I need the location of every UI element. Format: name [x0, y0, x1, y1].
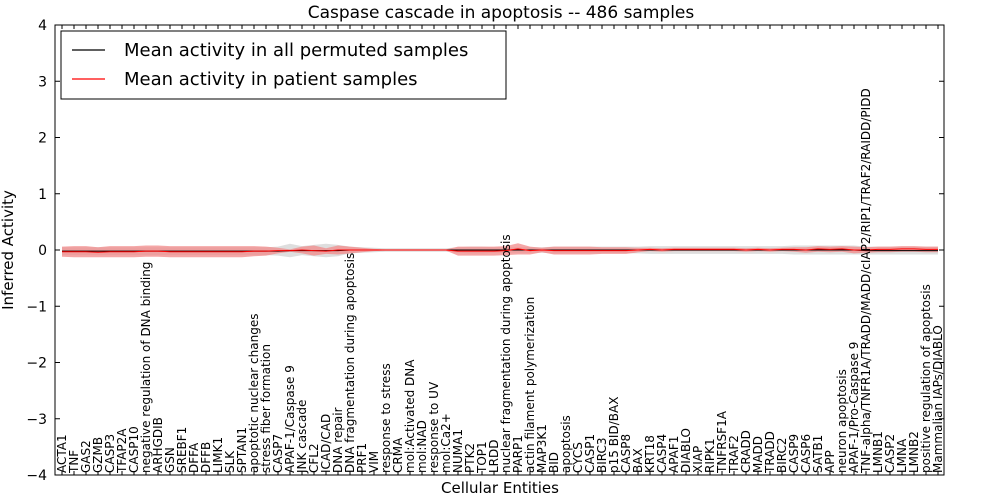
- x-tick-label: ARHGDIB: [151, 417, 165, 473]
- x-tick-label: mol:NAD: [415, 420, 429, 473]
- x-tick-label: DFFA: [187, 442, 201, 473]
- x-tick-label: CASP1: [583, 434, 597, 473]
- x-tick-label: APAF1: [667, 436, 681, 473]
- x-tick-label: Mammalian IAPs/DIABLO: [931, 325, 945, 473]
- x-tick-label: CASP2: [883, 434, 897, 473]
- x-tick-label: CFL2: [307, 443, 321, 473]
- series-line-patient: [62, 248, 938, 253]
- y-tick-label: 0: [38, 243, 47, 259]
- y-tick-label: −4: [26, 468, 47, 484]
- x-tick-label: SPTAN1: [235, 427, 249, 473]
- x-tick-label: CASP10: [127, 426, 141, 473]
- x-tick-label: APAF-1/Pro-Caspase 9: [847, 342, 861, 473]
- x-tick-label: MAP3K1: [535, 424, 549, 473]
- legend-label: Mean activity in patient samples: [124, 69, 418, 90]
- y-tick-label: 2: [38, 131, 47, 147]
- x-tick-label: CASP8: [619, 434, 633, 473]
- x-tick-label: DFFB: [199, 442, 213, 473]
- x-tick-label: TNF: [67, 450, 81, 474]
- x-tick-label: DIABLO: [679, 428, 693, 473]
- x-tick-label: apoptosis: [559, 415, 573, 473]
- x-tick-label: p15 BID/BAX: [607, 397, 621, 473]
- x-tick-label: APAF-1/Caspase 9: [283, 365, 297, 473]
- x-tick-label: NUMA1: [451, 429, 465, 473]
- y-tick-label: 1: [38, 187, 47, 203]
- x-tick-label: apoptotic nuclear changes: [247, 314, 261, 473]
- x-tick-label: MADD: [751, 436, 765, 473]
- x-tick-label: BID: [547, 452, 561, 473]
- x-tick-label: CASP7: [271, 434, 285, 473]
- x-tick-label: APP: [823, 450, 837, 473]
- x-tick-label: TRAF2: [727, 435, 741, 474]
- x-tick-label: mol:Ca2+: [439, 413, 453, 473]
- x-tick-label: TNFRSF1A: [715, 410, 729, 474]
- x-tick-label: KRT18: [643, 435, 657, 473]
- x-tick-label: TNF-alpha/TNFR1A/TRADD/MADD/cIAP2/RIP1/T…: [859, 88, 873, 474]
- x-tick-label: LMNB2: [907, 431, 921, 473]
- x-tick-label: VIM: [367, 451, 381, 473]
- x-tick-label: PTK2: [463, 443, 477, 473]
- x-tick-label: CRMA: [391, 437, 405, 473]
- x-tick-label: JNK cascade: [295, 400, 309, 474]
- x-tick-label: XIAP: [691, 446, 705, 473]
- x-tick-label: BAX: [631, 448, 645, 473]
- y-axis-label: Inferred Activity: [0, 190, 17, 310]
- x-tick-label: CASP9: [787, 434, 801, 473]
- x-tick-label: SATB1: [811, 435, 825, 473]
- chart-title: Caspase cascade in apoptosis -- 486 samp…: [308, 3, 695, 23]
- legend-box: [60, 30, 507, 100]
- legend-label: Mean activity in all permuted samples: [124, 40, 468, 61]
- x-tick-label: nuclear fragmentation during apoptosis: [499, 234, 513, 473]
- x-tick-label: PRF1: [355, 443, 369, 473]
- series-lines: [62, 248, 938, 253]
- x-tick-label: positive regulation of apoptosis: [919, 284, 933, 473]
- x-axis-label: Cellular Entities: [441, 479, 559, 497]
- x-tick-label: SLK: [223, 450, 237, 473]
- x-tick-label: CRADD: [739, 430, 753, 473]
- x-tick-label: TOP1: [475, 441, 489, 474]
- plot-frame: [54, 24, 945, 476]
- x-axis: ACTA1TNFGAS2GZMBCASP3TFAP2ACASP10negativ…: [55, 25, 945, 475]
- x-tick-label: neuron apoptosis: [835, 369, 849, 473]
- y-axis: −4 −3 −2 −1 0 1 2 3 4: [26, 18, 944, 484]
- x-tick-label: response to stress: [379, 363, 393, 473]
- x-tick-label: mol:Activated DNA: [403, 359, 417, 473]
- x-tick-label: CASP6: [799, 434, 813, 473]
- x-tick-label: DNA repair: [331, 407, 345, 473]
- x-tick-label: ICAD/CAD: [319, 414, 333, 473]
- x-tick-label: actin filament polymerization: [523, 297, 537, 473]
- x-tick-label: response to UV: [427, 381, 441, 473]
- x-tick-label: CYCS: [571, 442, 585, 473]
- x-tick-label: BIRC2: [775, 437, 789, 473]
- x-tick-label: GAS2: [79, 440, 93, 473]
- x-tick-label: LRDD: [487, 439, 501, 473]
- x-tick-label: PARP1: [511, 435, 525, 473]
- x-tick-label: CASP3: [103, 434, 117, 473]
- y-tick-label: −1: [26, 299, 47, 315]
- y-tick-label: −3: [26, 412, 47, 428]
- y-tick-label: 3: [38, 74, 47, 90]
- x-tick-label: LMNB1: [871, 431, 885, 473]
- x-tick-label: CASP4: [655, 434, 669, 473]
- y-tick-label: −2: [26, 356, 47, 372]
- x-tick-label: GSN: [163, 447, 177, 473]
- x-tick-label: stress fiber formation: [259, 344, 273, 473]
- x-tick-label: negative regulation of DNA binding: [139, 262, 153, 473]
- legend: Mean activity in all permuted samples Mea…: [60, 30, 507, 100]
- x-tick-label: TRADD: [763, 431, 777, 474]
- x-tick-label: ACTA1: [55, 434, 69, 473]
- x-tick-label: GZMB: [91, 437, 105, 473]
- x-tick-label: TFAP2A: [115, 428, 129, 474]
- x-tick-label: LIMK1: [211, 437, 225, 473]
- x-tick-label: DNA fragmentation during apoptosis: [343, 253, 357, 473]
- x-tick-label: LMNA: [895, 438, 909, 473]
- x-tick-label: SREBF1: [175, 427, 189, 473]
- x-tick-label: RIPK1: [703, 438, 717, 473]
- x-tick-label: BIRC3: [595, 437, 609, 473]
- y-tick-label: 4: [38, 18, 47, 34]
- series-line-permuted: [62, 249, 938, 252]
